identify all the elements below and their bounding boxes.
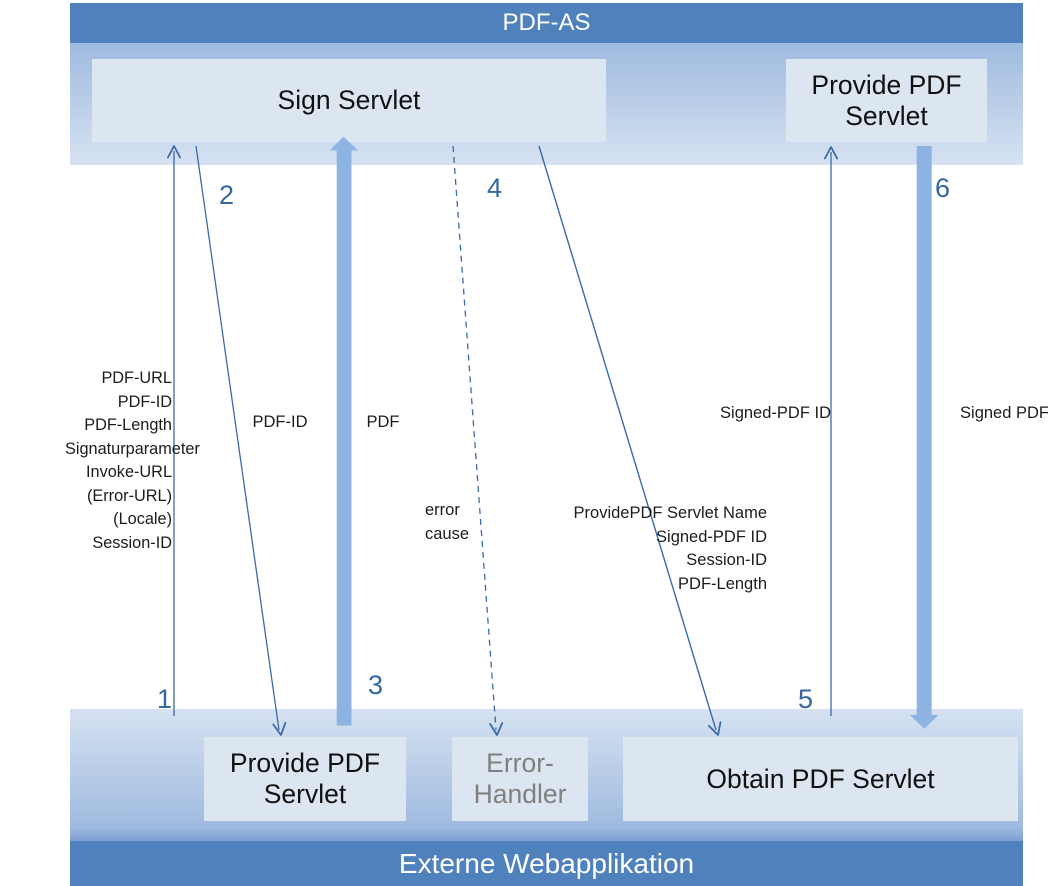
svg-text:5: 5 <box>798 684 813 714</box>
svg-text:2: 2 <box>219 180 234 210</box>
svg-text:1: 1 <box>157 684 172 714</box>
svg-text:3: 3 <box>368 670 383 700</box>
svg-text:4: 4 <box>487 173 502 203</box>
svg-text:6: 6 <box>935 173 950 203</box>
